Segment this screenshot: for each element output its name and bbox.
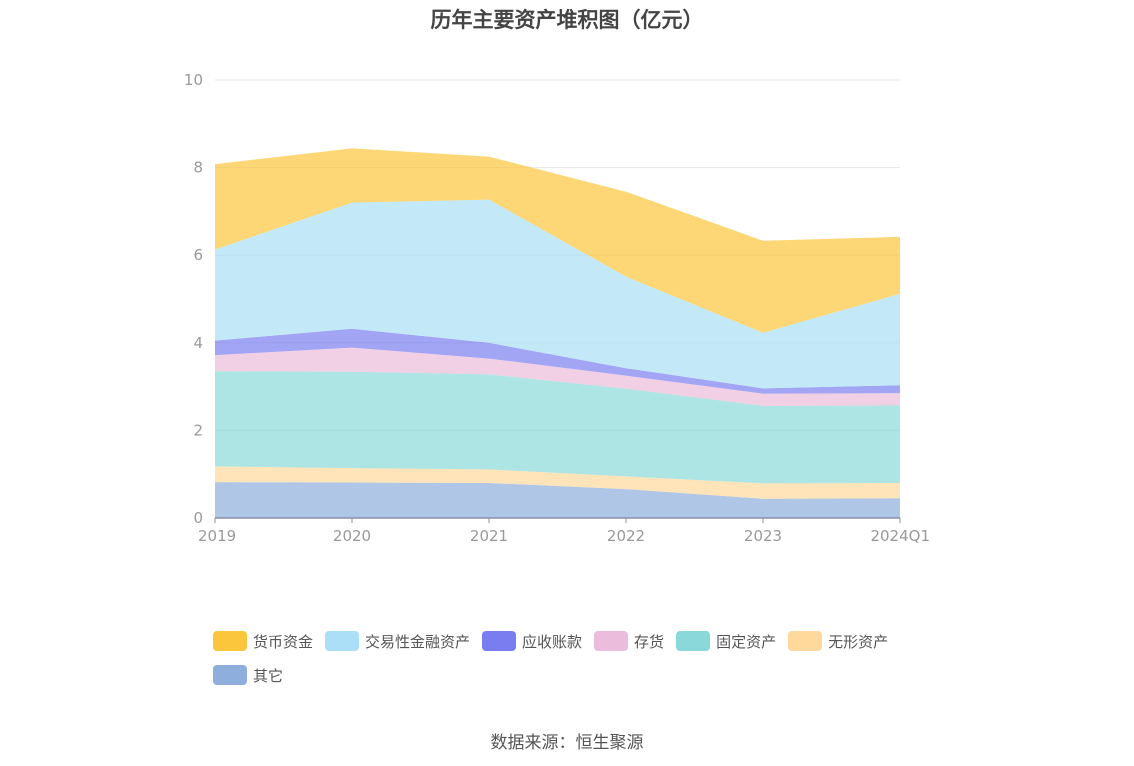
legend-swatch-icon	[213, 631, 247, 651]
legend-swatch-icon	[325, 631, 360, 651]
y-tick-label: 8	[193, 159, 203, 177]
x-tick-label: 2024Q1	[870, 527, 930, 545]
legend-label: 货币资金	[253, 632, 314, 651]
y-tick-label: 4	[193, 334, 203, 352]
legend-label: 固定资产	[716, 632, 777, 651]
area-series-货币资金	[215, 148, 900, 333]
chart-title: 历年主要资产堆积图（亿元）	[430, 8, 704, 32]
legend-swatch-icon	[594, 631, 629, 651]
x-tick-label: 2020	[333, 527, 371, 545]
legend-item-qita[interactable]: 其它	[213, 664, 283, 686]
legend-label: 无形资产	[828, 632, 889, 651]
y-tick-label: 6	[193, 246, 203, 264]
legend-swatch-icon	[788, 631, 823, 651]
x-tick-label: 2023	[744, 527, 782, 545]
data-source: 数据来源：恒生聚源	[490, 733, 644, 753]
area-series-其它	[215, 482, 900, 518]
area-series-交易性金融资产	[215, 199, 900, 389]
legend-item-yingshou[interactable]: 应收账款	[482, 630, 582, 652]
y-tick-label: 0	[193, 509, 203, 527]
legend-label: 应收账款	[522, 632, 583, 651]
legend-label: 其它	[253, 666, 284, 685]
legend-item-cunhuo[interactable]: 存货	[594, 630, 664, 652]
area-series-固定资产	[215, 371, 900, 484]
y-tick-label: 2	[193, 421, 203, 439]
legend: 货币资金 交易性金融资产 应收账款 存货 固定资产 无形资产 其它	[213, 630, 973, 686]
legend-item-guding[interactable]: 固定资产	[676, 630, 776, 652]
area-series-应收账款	[215, 328, 900, 394]
x-tick-label: 2022	[607, 527, 645, 545]
area-series-存货	[215, 347, 900, 406]
x-tick-label: 2021	[470, 527, 508, 545]
legend-item-huobi[interactable]: 货币资金	[213, 630, 313, 652]
legend-swatch-icon	[676, 631, 711, 651]
legend-label: 存货	[634, 632, 665, 651]
legend-swatch-icon	[213, 665, 247, 685]
legend-item-jiaoyixing[interactable]: 交易性金融资产	[325, 630, 470, 652]
y-tick-label: 10	[184, 71, 203, 89]
legend-item-wuxing[interactable]: 无形资产	[788, 630, 888, 652]
area-series-无形资产	[215, 466, 900, 499]
legend-label: 交易性金融资产	[365, 632, 471, 651]
x-tick-label: 2019	[198, 527, 236, 545]
stacked-area-chart: 0 2 4 6 8 10 2019 2020 2021 2022 2023 2024Q1	[184, 71, 930, 545]
legend-swatch-icon	[482, 631, 517, 651]
